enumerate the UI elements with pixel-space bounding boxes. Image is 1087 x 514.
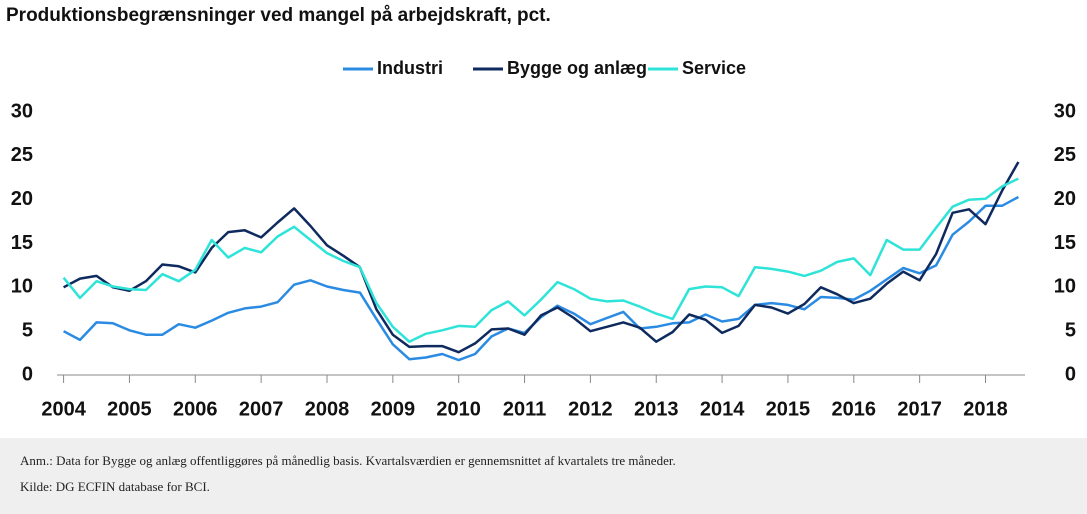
x-tick-label: 2013	[634, 398, 679, 420]
y2-tick-label: 10	[1054, 276, 1076, 298]
y2-tick-label: 0	[1065, 363, 1076, 385]
x-tick-label: 2018	[963, 398, 1008, 420]
x-tick-label: 2008	[305, 398, 350, 420]
x-tick-label: 2012	[568, 398, 613, 420]
series-line	[62, 177, 1019, 343]
chart-title: Produktionsbegrænsninger ved mangel på a…	[6, 5, 551, 26]
x-tick-label: 2010	[436, 398, 481, 420]
x-tick-label: 2011	[503, 398, 546, 420]
x-tick-label: 2005	[107, 398, 152, 420]
y2-tick-label: 30	[1054, 100, 1076, 122]
y-tick-label: 5	[22, 319, 33, 341]
y-tick-label: 30	[11, 100, 33, 122]
y-tick-label: 25	[11, 144, 33, 166]
legend-label: Industri	[377, 58, 443, 78]
x-tick-label: 2009	[371, 398, 416, 420]
series-line	[63, 195, 1019, 362]
note: Anm.: Data for Bygge og anlæg offentligg…	[20, 453, 676, 468]
x-tick-label: 2016	[832, 398, 877, 420]
y2-tick-label: 20	[1054, 188, 1076, 210]
legend-label: Bygge og anlæg	[507, 58, 647, 78]
y2-tick-label: 5	[1065, 319, 1076, 341]
source: Kilde: DG ECFIN database for BCI.	[20, 479, 210, 494]
x-tick-label: 2006	[173, 398, 218, 420]
y2-tick-label: 15	[1054, 232, 1076, 254]
y-tick-label: 0	[22, 363, 33, 385]
y2-tick-label: 25	[1054, 144, 1076, 166]
series-line	[63, 161, 1020, 354]
x-tick-label: 2007	[239, 398, 284, 420]
x-tick-label: 2017	[897, 398, 942, 420]
x-tick-label: 2014	[700, 398, 745, 420]
y-tick-label: 10	[11, 276, 33, 298]
y-tick-label: 20	[11, 188, 33, 210]
x-tick-label: 2004	[41, 398, 86, 420]
footer-box	[0, 438, 1087, 514]
legend-label: Service	[682, 58, 746, 78]
y-tick-label: 15	[11, 232, 33, 254]
x-tick-label: 2015	[766, 398, 811, 420]
